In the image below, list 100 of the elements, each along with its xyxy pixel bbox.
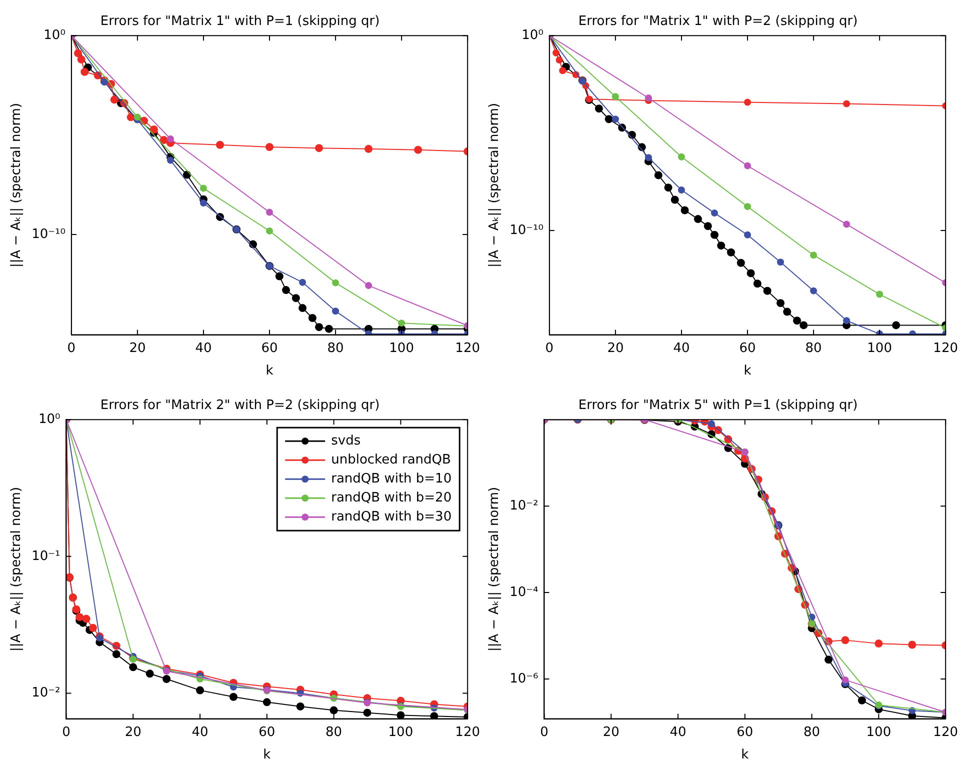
x-tick-label: 120 (933, 724, 958, 740)
point (82, 614, 90, 623)
point (296, 702, 304, 710)
x-tick-label: 100 (388, 724, 414, 740)
point (77, 55, 86, 64)
point (736, 258, 745, 267)
point (710, 210, 718, 217)
y-tick-label: 10⁻⁶ (510, 671, 538, 686)
point (753, 280, 762, 288)
point (594, 104, 603, 113)
x-tick-label: 100 (389, 340, 414, 356)
x-axis-title: k (266, 364, 274, 379)
y-axis-title: ||A − Aₖ|| (spectral norm) (9, 486, 24, 652)
point (315, 323, 324, 332)
x-tick-label: 100 (867, 340, 892, 356)
y-tick-label: 10⁻⁴ (510, 584, 538, 600)
point (266, 143, 274, 152)
point (262, 698, 271, 706)
point (717, 242, 726, 250)
x-tick-label: 20 (607, 340, 624, 356)
y-axis-title: ||A − Aₖ|| (spectral norm) (9, 102, 24, 268)
point (843, 220, 850, 228)
x-tick-label: 60 (258, 724, 276, 740)
legend-label: randQB with b=30 (331, 509, 452, 524)
point (810, 252, 818, 259)
point (654, 171, 662, 180)
point (292, 294, 300, 302)
point (670, 196, 679, 204)
x-tick-label: 40 (670, 724, 686, 740)
y-tick-label: 10⁻² (32, 686, 60, 701)
point (332, 308, 340, 315)
point (315, 144, 324, 152)
point (892, 321, 900, 330)
point (604, 115, 613, 124)
point (710, 230, 718, 239)
point (364, 144, 373, 153)
chart-title: Errors for "Matrix 1" with P=2 (skipping qr) (578, 14, 858, 30)
legend-label: svds (331, 433, 361, 448)
legend-label: randQB with b=20 (331, 490, 452, 506)
x-tick-label: 120 (455, 340, 480, 356)
point (704, 222, 712, 230)
point (216, 140, 224, 149)
x-tick-label: 80 (327, 340, 344, 356)
y-tick-label: 10⁻¹⁰ (510, 222, 544, 238)
x-axis-title: k (744, 364, 752, 379)
point (744, 98, 752, 106)
point (200, 200, 207, 207)
point (166, 156, 174, 164)
point (908, 640, 916, 649)
point (810, 287, 818, 294)
point (146, 670, 154, 678)
point (858, 696, 866, 704)
point (298, 304, 307, 312)
point (76, 613, 84, 622)
y-tick-label: 10⁰ (38, 412, 60, 427)
point (680, 206, 689, 214)
point (275, 272, 284, 280)
point (841, 636, 850, 644)
point (874, 640, 883, 648)
point (746, 269, 755, 278)
x-tick-label: 40 (673, 340, 690, 356)
point (324, 324, 333, 333)
x-axis-title: k (263, 748, 272, 763)
point (727, 248, 736, 256)
x-tick-label: 0 (62, 724, 70, 740)
x-tick-label: 100 (866, 724, 892, 740)
point (196, 686, 204, 694)
x-tick-label: 60 (736, 724, 754, 740)
point (800, 321, 808, 330)
point (162, 675, 171, 684)
point (414, 146, 422, 154)
point (166, 135, 174, 142)
x-tick-label: 80 (805, 340, 822, 356)
point (744, 203, 752, 210)
chart-title: Errors for "Matrix 2" with P=2 (skipping qr) (100, 398, 380, 414)
chart-title: Errors for "Matrix 5" with P=1 (skipping qr) (578, 398, 858, 414)
point (363, 708, 372, 717)
point (612, 93, 619, 100)
point (843, 100, 850, 108)
point (678, 153, 685, 160)
point (793, 316, 802, 325)
point (694, 215, 702, 224)
point (129, 663, 138, 672)
point (88, 624, 97, 632)
chart-title: Errors for "Matrix 1" with P=1 (skipping qr) (100, 14, 380, 30)
point (299, 278, 306, 286)
y-tick-label: 10⁰ (44, 28, 66, 43)
legend-label: unblocked randQB (331, 452, 451, 468)
x-tick-label: 60 (739, 340, 756, 356)
y-axis-title: ||A − Aₖ|| (spectral norm) (487, 102, 502, 268)
x-axis-title: k (741, 748, 750, 763)
point (824, 656, 833, 664)
point (112, 650, 120, 658)
point (744, 231, 752, 238)
point (430, 712, 438, 719)
point (776, 299, 785, 308)
y-tick-label: 10⁻¹ (32, 548, 60, 564)
y-tick-label: 10⁻¹⁰ (32, 226, 66, 242)
x-tick-label: 60 (261, 340, 278, 356)
point (552, 49, 560, 56)
